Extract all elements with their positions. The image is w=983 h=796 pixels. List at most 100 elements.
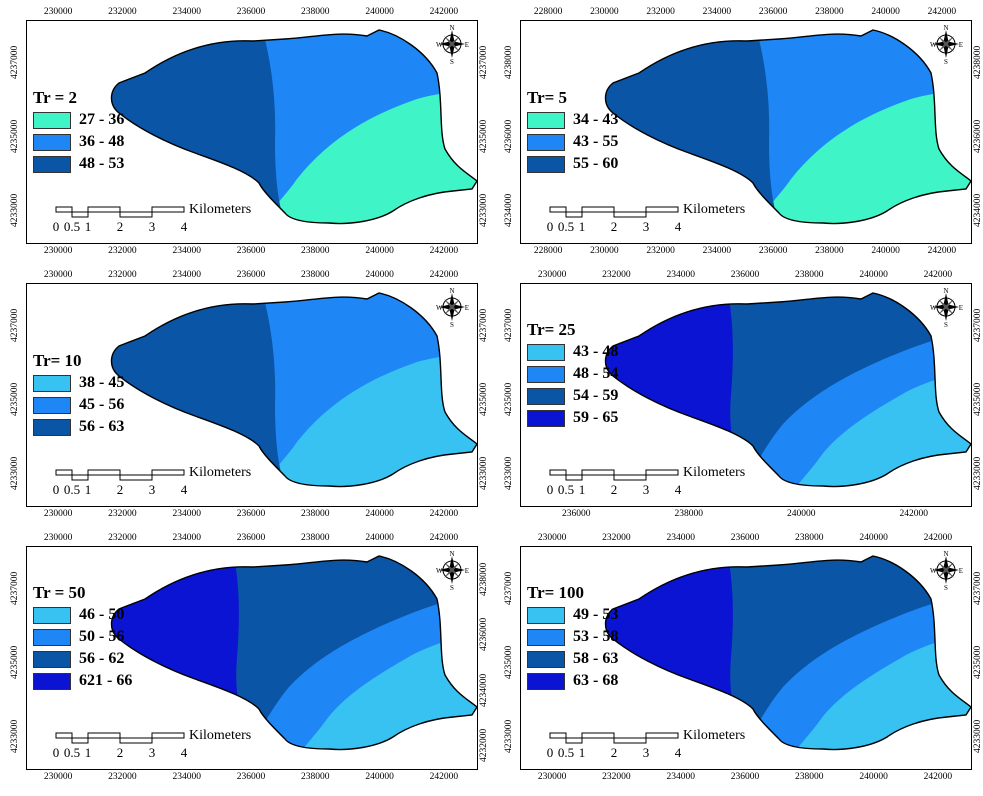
x-tick-top: 240000 xyxy=(859,270,888,280)
x-tick-top: 242000 xyxy=(429,270,459,280)
legend-swatch xyxy=(527,155,565,173)
legend-label: 43 - 48 xyxy=(573,343,619,360)
y-tick-left: 4236000 xyxy=(504,119,514,153)
scale-unit: Kilometers xyxy=(189,465,252,480)
compass-n: N xyxy=(449,287,454,295)
scale-tick: 1 xyxy=(578,219,586,234)
y-tick-right: 4233000 xyxy=(973,719,983,753)
catchment-map xyxy=(110,555,477,751)
y-tick-left: 4233000 xyxy=(10,193,20,227)
x-tick-top: 242000 xyxy=(923,533,953,543)
legend: Tr= 100 49 - 53 53 - 58 58 - 63 63 - 68 xyxy=(527,583,618,692)
legend-label: 38 - 45 xyxy=(79,374,125,391)
compass-rose-icon: N S W E xyxy=(928,287,964,327)
x-tick-bottom: 242000 xyxy=(923,772,953,782)
x-tick-bottom: 230000 xyxy=(43,509,73,519)
x-tick-top: 238000 xyxy=(301,533,330,543)
legend-swatch xyxy=(527,387,565,405)
compass-s: S xyxy=(450,321,454,327)
legend-swatch xyxy=(33,155,71,173)
compass-w: W xyxy=(436,41,443,49)
legend-swatch xyxy=(527,628,565,646)
scale-tick: 2 xyxy=(610,745,618,760)
scale-tick: 0 xyxy=(52,482,60,497)
legend-title: Tr = 50 xyxy=(33,583,86,602)
map-panel-tr2: 230000 232000 234000 236000 238000 240000 2420… xyxy=(0,0,489,263)
x-tick-bottom: 238000 xyxy=(674,509,704,519)
x-tick-bottom: 236000 xyxy=(758,246,788,256)
legend-title: Tr= 25 xyxy=(527,320,576,339)
legend-label: 49 - 53 xyxy=(573,606,619,623)
map-frame xyxy=(520,546,972,770)
legend-item: 49 - 53 xyxy=(527,604,618,626)
scale-tick: 1 xyxy=(578,745,586,760)
x-tick-bottom: 230000 xyxy=(43,246,73,256)
x-tick-bottom: 238000 xyxy=(301,772,330,782)
y-tick-right: 4237000 xyxy=(479,308,489,342)
compass-rose-icon: N S W E xyxy=(928,24,964,64)
y-tick-right: 4235000 xyxy=(973,382,983,416)
scale-bar-graphic xyxy=(55,206,185,218)
y-tick-left: 4235000 xyxy=(504,645,514,679)
scale-tick: 1 xyxy=(578,482,586,497)
legend-label: 53 - 58 xyxy=(573,628,619,645)
x-tick-top: 228000 xyxy=(533,7,563,17)
catchment-outline xyxy=(110,29,477,225)
x-tick-top: 234000 xyxy=(666,533,695,543)
legend-label: 43 - 55 xyxy=(573,133,619,150)
y-tick-right: 4232000 xyxy=(479,729,489,763)
x-tick-top: 240000 xyxy=(365,533,394,543)
x-tick-bottom: 230000 xyxy=(43,772,73,782)
scale-unit: Kilometers xyxy=(683,465,746,480)
x-tick-top: 236000 xyxy=(236,7,266,17)
compass-n: N xyxy=(943,287,948,295)
scale-tick: 3 xyxy=(148,482,156,497)
scale-tick: 0 xyxy=(52,219,60,234)
x-tick-bottom: 238000 xyxy=(301,509,330,519)
y-tick-right: 4237000 xyxy=(973,308,983,342)
compass-rose-icon: N S W E xyxy=(434,287,470,327)
y-tick-right: 4235000 xyxy=(479,119,489,153)
legend-label: 45 - 56 xyxy=(79,396,125,413)
scale-bar-graphic xyxy=(55,469,185,481)
legend-label: 621 - 66 xyxy=(79,672,133,689)
legend-item: 63 - 68 xyxy=(527,670,618,692)
y-tick-left: 4234000 xyxy=(504,193,514,227)
catchment-map xyxy=(110,292,477,488)
legend-swatch xyxy=(33,418,71,436)
x-tick-bottom: 234000 xyxy=(172,246,201,256)
x-tick-top: 230000 xyxy=(590,7,619,17)
map-panel-tr50: 230000 232000 234000 236000 238000 240000 2420… xyxy=(0,526,489,789)
x-tick-top: 242000 xyxy=(429,533,459,543)
scale-tick: 4 xyxy=(674,482,682,497)
compass-e: E xyxy=(959,41,963,49)
legend-item: 54 - 59 xyxy=(527,385,618,407)
x-tick-top: 240000 xyxy=(871,7,900,17)
compass-w: W xyxy=(436,304,443,312)
y-tick-right: 4235000 xyxy=(479,382,489,416)
legend-label: 54 - 59 xyxy=(573,387,619,404)
map-panel-tr25: 230000 232000 234000 236000 238000 240000 2420… xyxy=(494,263,983,526)
x-tick-bottom: 232000 xyxy=(646,246,675,256)
legend: Tr= 10 38 - 45 45 - 56 56 - 63 xyxy=(33,351,124,438)
legend-label: 55 - 60 xyxy=(573,155,619,172)
scale-tick: 1 xyxy=(84,219,92,234)
legend-title: Tr= 100 xyxy=(527,583,585,602)
x-tick-bottom: 236000 xyxy=(562,509,591,519)
y-tick-right: 4236000 xyxy=(479,618,489,652)
legend-swatch xyxy=(527,133,565,151)
y-tick-left: 4233000 xyxy=(504,456,514,490)
x-tick-top: 230000 xyxy=(537,270,567,280)
x-tick-top: 234000 xyxy=(172,270,201,280)
scale-bar-graphic xyxy=(55,732,185,744)
catchment-map xyxy=(604,29,971,225)
x-tick-top: 242000 xyxy=(927,7,957,17)
scale-tick: 0 xyxy=(546,219,554,234)
x-tick-top: 238000 xyxy=(301,7,330,17)
x-tick-bottom: 242000 xyxy=(927,246,957,256)
legend-title: Tr = 2 xyxy=(33,88,78,107)
x-tick-top: 238000 xyxy=(815,7,844,17)
compass-s: S xyxy=(944,321,948,327)
x-tick-top: 232000 xyxy=(646,7,675,17)
map-frame xyxy=(26,20,478,244)
